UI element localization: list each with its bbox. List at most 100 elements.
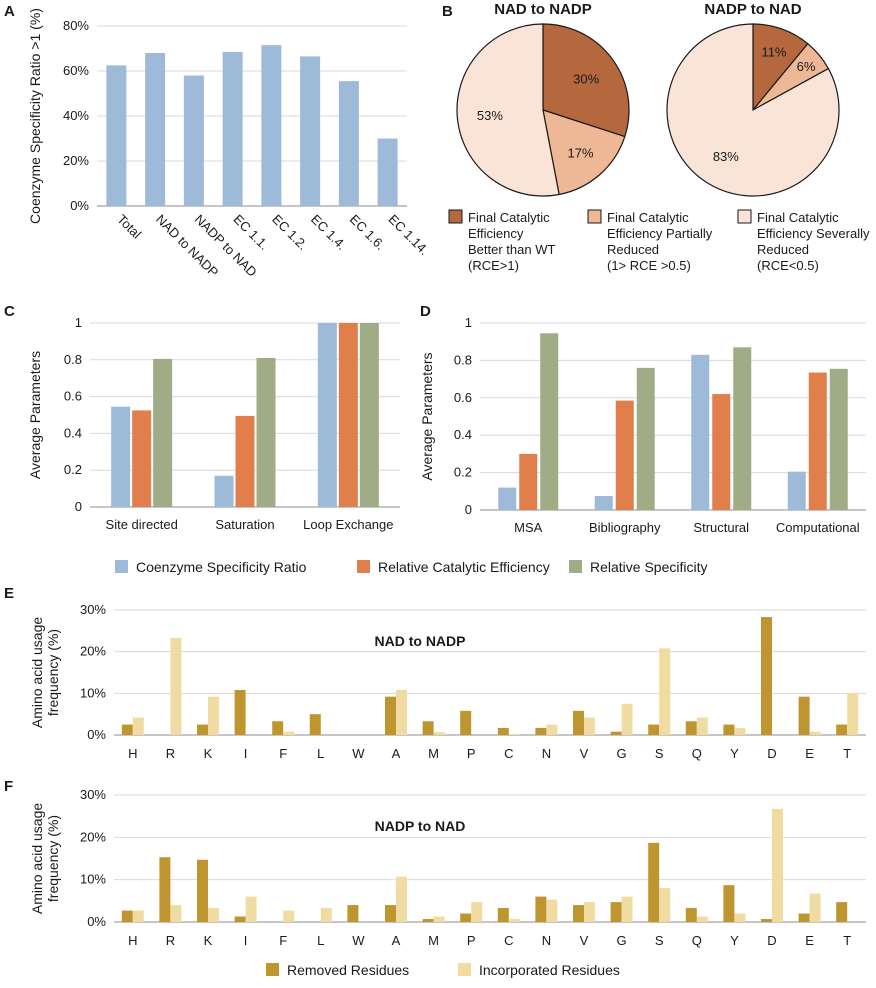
- bar: [497, 908, 509, 922]
- pie-slice: [542, 23, 630, 138]
- bar: [809, 731, 821, 735]
- legend-swatch: [569, 560, 582, 573]
- panel-letter: B: [442, 3, 453, 20]
- legend-label: Final Catalytic: [757, 210, 839, 225]
- legend-swatch: [357, 560, 370, 573]
- x-tick-label: V: [580, 746, 589, 761]
- x-tick-label: E: [805, 933, 814, 948]
- bar: [685, 721, 697, 735]
- x-tick-label: V: [580, 933, 589, 948]
- bar: [197, 724, 208, 735]
- bar: [594, 495, 613, 510]
- bar: [573, 905, 584, 922]
- legend-swatch: [266, 963, 279, 976]
- bar: [121, 910, 133, 922]
- x-tick-label: Site directed: [106, 517, 178, 532]
- bar: [132, 410, 152, 507]
- y-tick-label: 0%: [87, 727, 106, 742]
- pie-slice: [666, 23, 840, 197]
- bar: [433, 916, 445, 922]
- bar: [183, 75, 204, 206]
- x-tick-label: R: [166, 933, 175, 948]
- x-tick-label: D: [767, 933, 776, 948]
- x-tick-label: F: [279, 746, 287, 761]
- legend-label: Removed Residues: [287, 962, 409, 978]
- y-axis-label: Coenzyme Specificity Ratio >1 (%): [27, 8, 43, 224]
- y-tick-label: 80%: [63, 18, 89, 33]
- y-tick-label: 0.2: [454, 465, 472, 480]
- bar: [546, 724, 558, 735]
- legend-residues: Removed Residues Incorporated Residues: [266, 962, 620, 978]
- y-tick-label: 60%: [63, 63, 89, 78]
- y-tick-label: 0.8: [454, 352, 472, 367]
- panel-e: E 0% 10% 20% 30% H R K I F L W A M P C N V G S Q Y D E T Amino ac…: [4, 585, 866, 761]
- x-tick-label: A: [392, 746, 401, 761]
- bar: [615, 400, 634, 510]
- bar: [734, 727, 746, 735]
- slice-label: 6%: [797, 59, 816, 74]
- x-tick-label: E: [805, 746, 814, 761]
- x-tick-label: L: [317, 933, 324, 948]
- bar: [787, 471, 806, 510]
- bar: [519, 453, 538, 510]
- bar: [573, 710, 584, 735]
- y-axis-label: Amino acid usage: [29, 617, 45, 729]
- legend-label: Efficiency: [468, 226, 524, 241]
- y-axis-label: frequency (%): [45, 815, 61, 902]
- panel-d: D 0 0.2 0.4 0.6 0.8 1 MSA Bibliography Structural…: [419, 303, 866, 535]
- bar: [460, 913, 472, 922]
- x-tick-label: I: [244, 933, 248, 948]
- bar: [829, 368, 848, 510]
- bar: [153, 358, 173, 507]
- bar: [508, 734, 520, 735]
- panel-letter: E: [4, 585, 14, 602]
- bar: [535, 896, 547, 922]
- legend-label: (RCE>1): [468, 258, 519, 273]
- x-tick-label: G: [617, 746, 627, 761]
- bar: [761, 617, 772, 735]
- bar: [234, 916, 246, 922]
- legend-label: Relative Specificity: [590, 559, 708, 575]
- bar: [540, 333, 559, 510]
- bar: [761, 919, 772, 922]
- bar: [320, 908, 332, 922]
- bar: [256, 357, 276, 507]
- y-tick-label: 10%: [80, 685, 106, 700]
- bar: [159, 857, 171, 922]
- bar: [636, 367, 655, 510]
- slice-label: 30%: [573, 72, 599, 87]
- y-tick-label: 1: [75, 315, 82, 330]
- y-tick-label: 0.6: [454, 390, 472, 405]
- bar: [132, 910, 144, 922]
- legend-label: Reduced: [607, 242, 659, 257]
- x-tick-label: T: [843, 933, 851, 948]
- bar: [712, 394, 731, 510]
- y-axis-label: Average Parameters: [27, 351, 43, 479]
- bar: [347, 905, 359, 922]
- x-tick-label: C: [504, 746, 513, 761]
- bar: [508, 919, 520, 922]
- slice-label: 83%: [713, 149, 739, 164]
- bar: [106, 65, 127, 206]
- bar: [546, 899, 558, 922]
- bar: [610, 731, 622, 735]
- x-tick-label: F: [279, 933, 287, 948]
- bar: [121, 724, 133, 735]
- bar: [111, 406, 131, 507]
- panel-letter: F: [4, 778, 13, 795]
- bar: [659, 648, 671, 735]
- pie-title: NAD to NADP: [494, 1, 592, 18]
- x-tick-label: L: [317, 746, 324, 761]
- bar: [584, 902, 595, 922]
- x-tick-label: Saturation: [215, 517, 274, 532]
- x-tick-label: G: [617, 933, 627, 948]
- panel-c: C 0 0.2 0.4 0.6 0.8 1 Site directed Saturation Lo…: [4, 303, 400, 532]
- x-tick-label: K: [204, 746, 213, 761]
- x-tick-label: P: [467, 933, 476, 948]
- bar: [422, 721, 434, 735]
- bar: [836, 902, 848, 922]
- bar: [685, 908, 697, 922]
- bar: [691, 354, 710, 510]
- x-tick-label: I: [244, 746, 248, 761]
- x-tick-label: N: [542, 933, 551, 948]
